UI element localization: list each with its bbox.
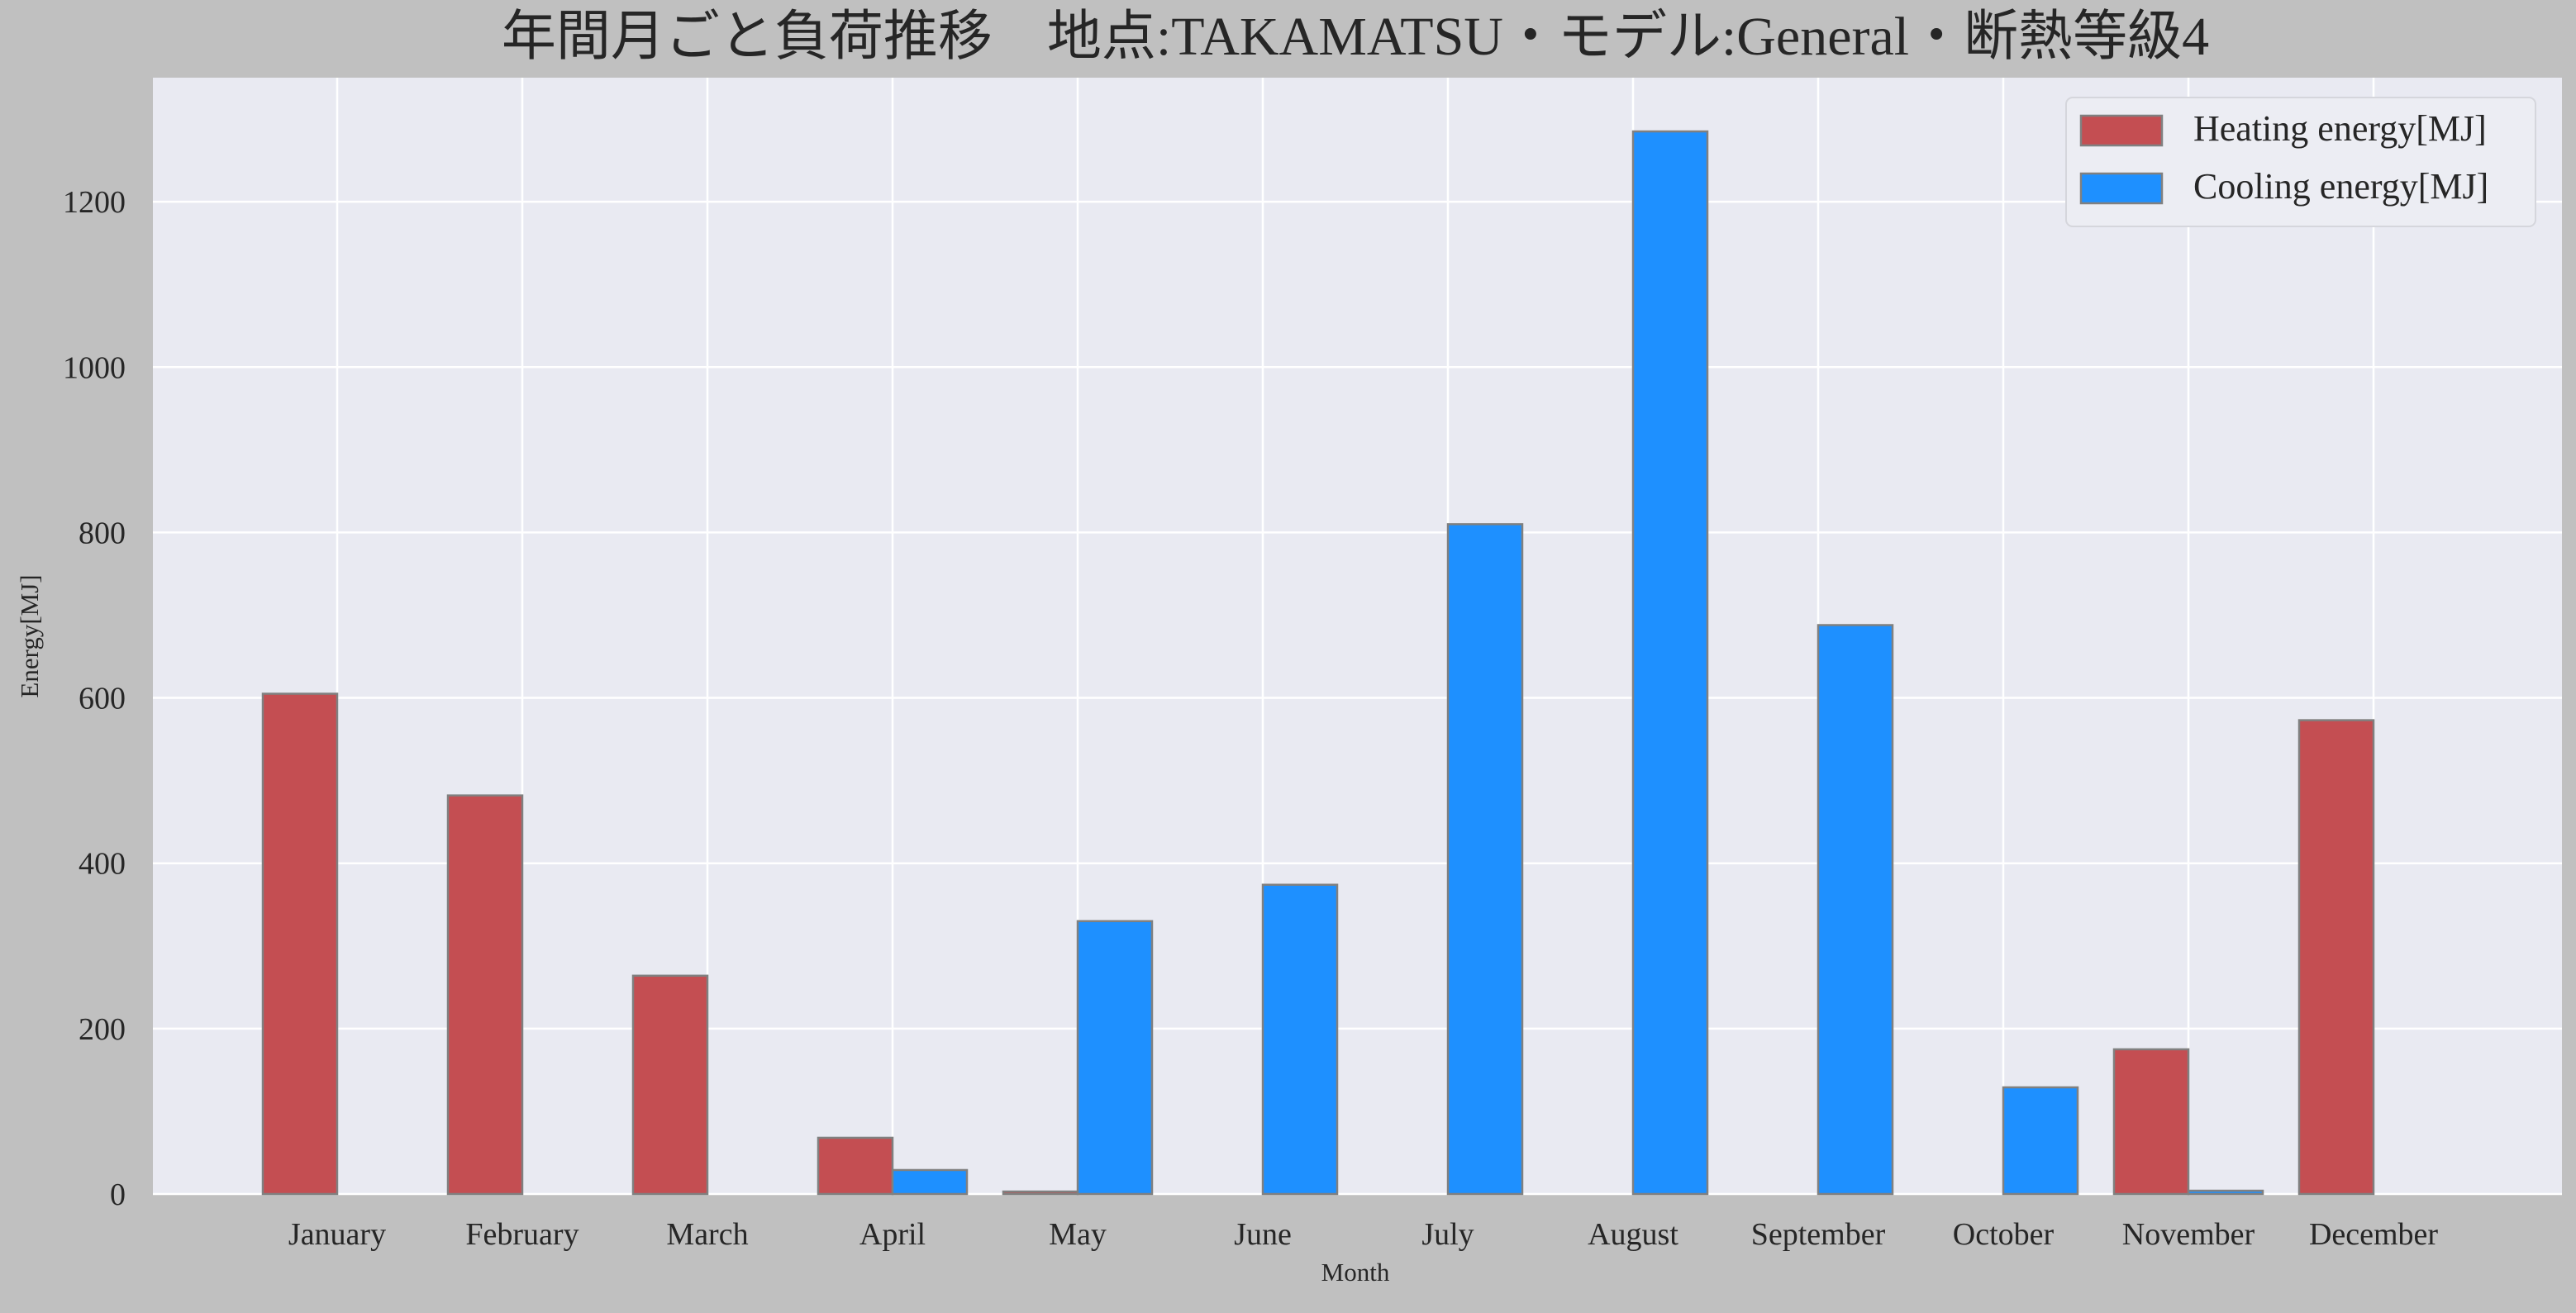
x-tick-label: November xyxy=(2122,1217,2255,1252)
x-tick-label: August xyxy=(1588,1217,1678,1252)
y-axis-ticks: 0 200 400 600 800 1000 1200 xyxy=(63,185,126,1212)
legend-label: Heating energy[MJ] xyxy=(2193,108,2487,149)
bar-heating xyxy=(2299,721,2374,1194)
bar-cooling xyxy=(1448,524,1522,1194)
bar-heating xyxy=(1003,1192,1078,1194)
y-tick-label: 400 xyxy=(79,847,126,882)
y-tick-label: 600 xyxy=(79,682,126,716)
chart-title: 年間月ごと負荷推移 地点:TAKAMATSU・モデル:General・断熱等級4 xyxy=(502,7,2209,67)
x-tick-label: March xyxy=(666,1217,748,1252)
x-tick-label: April xyxy=(859,1217,926,1252)
bar-heating xyxy=(263,694,337,1194)
x-tick-label: February xyxy=(465,1217,579,1252)
bar-cooling xyxy=(1078,921,1152,1194)
bar-cooling xyxy=(893,1170,967,1194)
x-tick-label: January xyxy=(288,1217,386,1252)
y-tick-label: 1200 xyxy=(63,185,126,220)
bar-cooling xyxy=(2188,1191,2263,1194)
bar-heating xyxy=(448,796,522,1194)
legend: Heating energy[MJ] Cooling energy[MJ] xyxy=(2066,98,2536,226)
bar-cooling xyxy=(2003,1087,2078,1194)
bar-heating xyxy=(633,976,707,1194)
bar-cooling xyxy=(1633,131,1707,1194)
legend-label: Cooling energy[MJ] xyxy=(2193,166,2488,207)
legend-swatch xyxy=(2081,116,2162,145)
x-tick-label: May xyxy=(1049,1217,1107,1252)
x-tick-label: July xyxy=(1421,1217,1474,1252)
x-tick-label: December xyxy=(2309,1217,2438,1252)
x-tick-label: October xyxy=(1953,1217,2055,1252)
bar-cooling xyxy=(1263,885,1337,1194)
x-axis-ticks: January February March April May June July Augu… xyxy=(288,1217,2438,1252)
y-axis-label: Energy[MJ] xyxy=(15,574,44,697)
x-tick-label: June xyxy=(1234,1217,1292,1252)
x-tick-label: September xyxy=(1751,1217,1886,1252)
y-tick-label: 0 xyxy=(110,1177,126,1212)
bar-cooling xyxy=(1818,625,1893,1194)
bar-heating xyxy=(818,1138,893,1194)
bar-heating xyxy=(2114,1049,2188,1194)
y-tick-label: 200 xyxy=(79,1012,126,1047)
legend-swatch xyxy=(2081,174,2162,203)
y-tick-label: 800 xyxy=(79,516,126,550)
x-axis-label: Month xyxy=(1321,1258,1390,1287)
y-tick-label: 1000 xyxy=(63,350,126,385)
